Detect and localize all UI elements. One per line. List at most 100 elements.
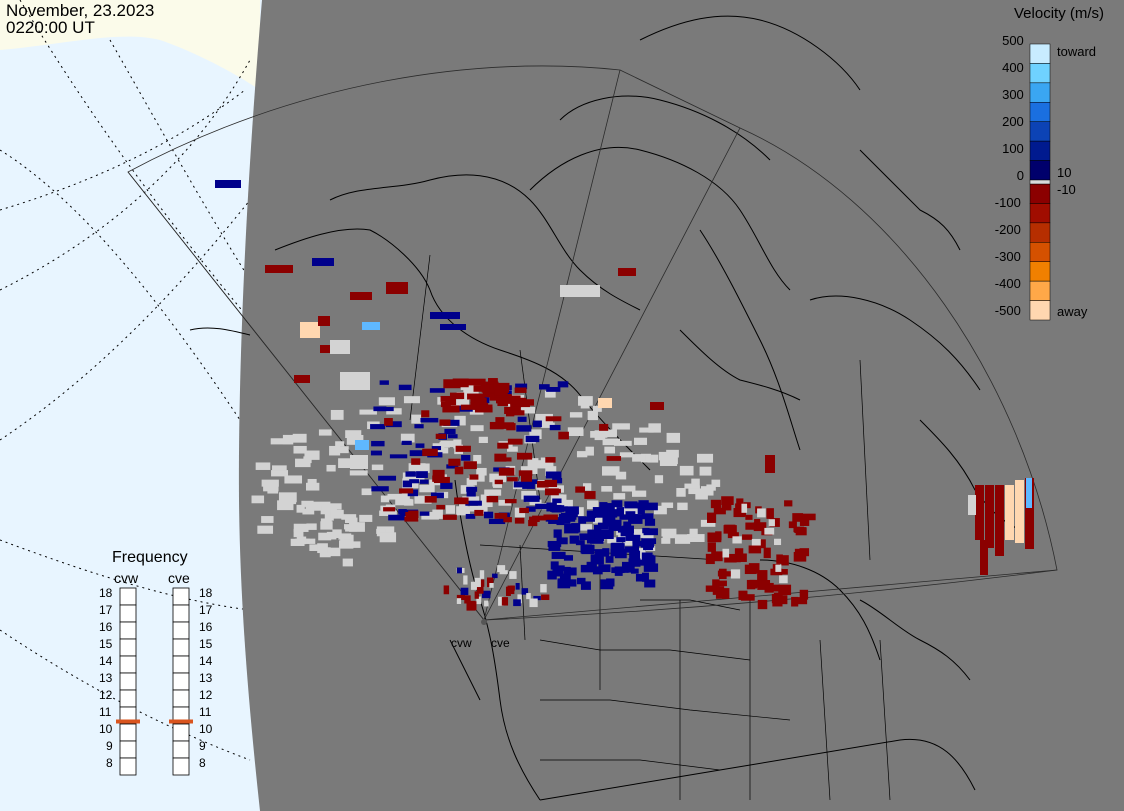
velocity-cell bbox=[1026, 478, 1032, 508]
velocity-cell bbox=[409, 479, 420, 484]
velocity-cell bbox=[518, 470, 533, 476]
velocity-cell bbox=[445, 505, 456, 514]
velocity-cell bbox=[507, 446, 518, 452]
velocity-cell bbox=[293, 445, 307, 454]
velocity-cell bbox=[519, 507, 529, 514]
velocity-cell bbox=[553, 568, 564, 577]
velocity-cell bbox=[547, 570, 557, 580]
velocity-cell bbox=[684, 483, 700, 489]
velocity-cell bbox=[495, 417, 505, 423]
velocity-cell bbox=[330, 340, 350, 354]
toward-label: toward bbox=[1057, 44, 1097, 59]
velocity-cell bbox=[575, 540, 585, 546]
velocity-cell bbox=[630, 568, 639, 574]
velocity-cell bbox=[517, 594, 522, 604]
velocity-cell bbox=[757, 570, 768, 581]
velocity-cell bbox=[431, 446, 442, 451]
velocity-cell bbox=[640, 453, 652, 463]
velocity-cell bbox=[526, 593, 531, 600]
velocity-cell bbox=[968, 495, 976, 515]
velocity-cell bbox=[742, 534, 753, 540]
velocity-cell bbox=[608, 523, 620, 531]
velocity-cell bbox=[666, 432, 681, 443]
frequency-indicator bbox=[116, 587, 193, 776]
freq-scale-cell bbox=[119, 655, 137, 674]
velocity-cell bbox=[488, 518, 506, 525]
velocity-cell bbox=[424, 496, 437, 503]
velocity-cell bbox=[371, 440, 385, 447]
velocity-cell bbox=[629, 550, 641, 560]
velocity-cell bbox=[603, 511, 614, 518]
velocity-cell bbox=[592, 507, 608, 517]
velocity-cell bbox=[797, 597, 808, 605]
velocity-cell bbox=[712, 579, 720, 590]
velocity-cell bbox=[498, 499, 512, 506]
velocity-cell bbox=[623, 521, 632, 531]
velocity-cell bbox=[342, 558, 353, 567]
velocity-cell bbox=[609, 509, 618, 518]
colorbar-swatch bbox=[1029, 43, 1051, 64]
velocity-cell bbox=[788, 521, 797, 529]
velocity-cell bbox=[465, 513, 476, 519]
velocity-cell bbox=[447, 434, 458, 439]
velocity-cell bbox=[484, 489, 502, 496]
velocity-cell bbox=[676, 487, 686, 497]
velocity-cell bbox=[379, 510, 397, 516]
velocity-cell bbox=[432, 469, 445, 477]
velocity-cell bbox=[751, 538, 761, 546]
velocity-cell bbox=[741, 503, 748, 513]
velocity-cell bbox=[980, 540, 988, 575]
velocity-cell bbox=[550, 505, 565, 512]
velocity-cell bbox=[766, 584, 780, 592]
velocity-cell bbox=[471, 601, 477, 611]
freq-tick-left: 14 bbox=[99, 654, 113, 668]
velocity-cell bbox=[343, 539, 354, 545]
velocity-cell bbox=[594, 557, 604, 565]
velocity-cell bbox=[370, 424, 386, 430]
freq-scale-cell bbox=[119, 672, 137, 691]
velocity-cell bbox=[414, 424, 424, 429]
velocity-cell bbox=[545, 416, 562, 422]
freq-scale-cell bbox=[172, 723, 190, 742]
freq-scale-cell bbox=[172, 621, 190, 640]
velocity-cell bbox=[335, 441, 345, 447]
velocity-cell bbox=[648, 423, 661, 433]
velocity-cell bbox=[696, 453, 714, 463]
velocity-cell bbox=[587, 500, 599, 510]
velocity-cell bbox=[635, 559, 649, 566]
date-label: November, 23.2023 bbox=[6, 1, 155, 20]
velocity-cell bbox=[513, 599, 521, 607]
velocity-cell bbox=[263, 485, 279, 492]
freq-tick-left: 9 bbox=[106, 739, 113, 753]
velocity-cell bbox=[494, 479, 503, 485]
velocity-cell bbox=[395, 498, 412, 506]
away-label: away bbox=[1057, 304, 1088, 319]
velocity-cell bbox=[713, 507, 726, 515]
velocity-cell bbox=[545, 471, 562, 479]
velocity-cell bbox=[419, 511, 430, 516]
velocity-cell bbox=[623, 506, 639, 514]
freq-tick-left: 17 bbox=[99, 603, 113, 617]
velocity-cell bbox=[292, 433, 307, 443]
velocity-cell bbox=[578, 516, 587, 524]
freq-scale-cell bbox=[119, 689, 137, 708]
velocity-cell bbox=[641, 513, 654, 520]
velocity-cell bbox=[628, 558, 641, 567]
velocity-cell bbox=[748, 545, 762, 554]
velocity-cell bbox=[478, 579, 485, 587]
velocity-cell bbox=[498, 467, 515, 476]
site-label-cvw: cvw bbox=[451, 636, 472, 650]
freq-tick-right: 15 bbox=[199, 637, 213, 651]
velocity-cell bbox=[215, 180, 241, 188]
velocity-cell bbox=[594, 549, 610, 557]
velocity-cell bbox=[380, 495, 390, 503]
velocity-cell bbox=[757, 508, 766, 518]
velocity-cell bbox=[361, 488, 372, 496]
velocity-cell bbox=[607, 537, 622, 544]
velocity-cell bbox=[548, 545, 561, 551]
velocity-cell bbox=[597, 522, 609, 530]
graticule bbox=[0, 0, 251, 761]
velocity-cell bbox=[635, 573, 648, 582]
velocity-cell bbox=[561, 514, 576, 522]
velocity-cell bbox=[484, 600, 489, 607]
